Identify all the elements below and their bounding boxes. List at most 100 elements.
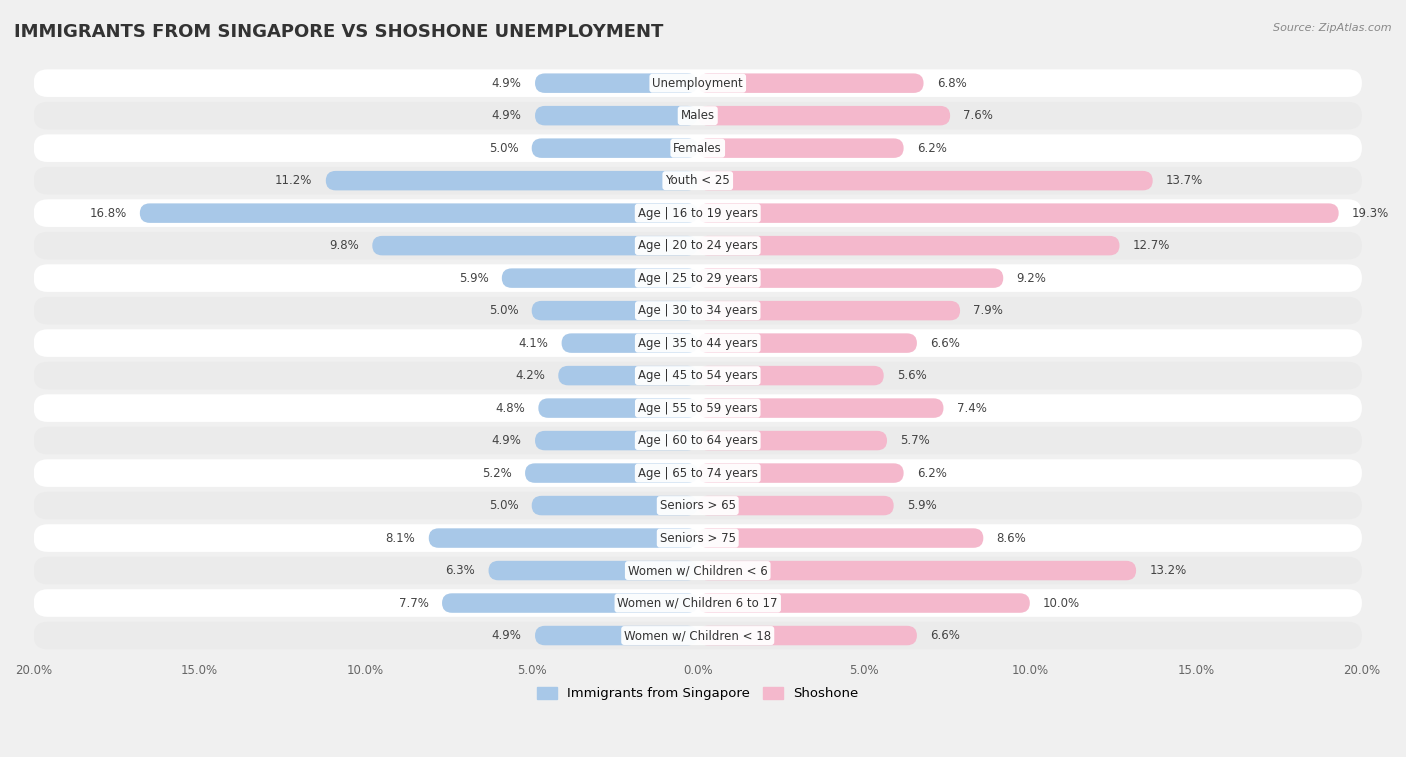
FancyBboxPatch shape (34, 589, 1362, 617)
FancyBboxPatch shape (536, 73, 697, 93)
Text: Unemployment: Unemployment (652, 76, 744, 89)
Text: 5.0%: 5.0% (489, 499, 519, 512)
FancyBboxPatch shape (488, 561, 697, 581)
Text: IMMIGRANTS FROM SINGAPORE VS SHOSHONE UNEMPLOYMENT: IMMIGRANTS FROM SINGAPORE VS SHOSHONE UN… (14, 23, 664, 41)
FancyBboxPatch shape (697, 496, 894, 516)
FancyBboxPatch shape (34, 621, 1362, 650)
Text: 4.9%: 4.9% (492, 629, 522, 642)
FancyBboxPatch shape (34, 492, 1362, 519)
Text: 6.8%: 6.8% (936, 76, 966, 89)
Text: Males: Males (681, 109, 714, 122)
FancyBboxPatch shape (139, 204, 697, 223)
Text: 5.0%: 5.0% (489, 142, 519, 154)
FancyBboxPatch shape (697, 269, 1004, 288)
FancyBboxPatch shape (34, 232, 1362, 260)
Text: Age | 45 to 54 years: Age | 45 to 54 years (638, 369, 758, 382)
Text: Age | 30 to 34 years: Age | 30 to 34 years (638, 304, 758, 317)
FancyBboxPatch shape (34, 427, 1362, 454)
Text: 4.1%: 4.1% (519, 337, 548, 350)
FancyBboxPatch shape (697, 139, 904, 158)
Text: Women w/ Children < 6: Women w/ Children < 6 (628, 564, 768, 577)
Text: 19.3%: 19.3% (1353, 207, 1389, 220)
FancyBboxPatch shape (34, 394, 1362, 422)
Text: Women w/ Children 6 to 17: Women w/ Children 6 to 17 (617, 597, 778, 609)
FancyBboxPatch shape (441, 593, 697, 613)
Text: 5.6%: 5.6% (897, 369, 927, 382)
FancyBboxPatch shape (34, 199, 1362, 227)
Text: 8.1%: 8.1% (385, 531, 415, 544)
Text: Source: ZipAtlas.com: Source: ZipAtlas.com (1274, 23, 1392, 33)
Text: 13.2%: 13.2% (1149, 564, 1187, 577)
FancyBboxPatch shape (531, 496, 697, 516)
Text: Seniors > 75: Seniors > 75 (659, 531, 735, 544)
FancyBboxPatch shape (34, 459, 1362, 487)
Text: 5.9%: 5.9% (907, 499, 936, 512)
FancyBboxPatch shape (34, 102, 1362, 129)
Legend: Immigrants from Singapore, Shoshone: Immigrants from Singapore, Shoshone (531, 681, 865, 706)
Text: Age | 16 to 19 years: Age | 16 to 19 years (638, 207, 758, 220)
Text: 5.7%: 5.7% (900, 434, 929, 447)
Text: 4.9%: 4.9% (492, 109, 522, 122)
FancyBboxPatch shape (697, 431, 887, 450)
Text: 5.9%: 5.9% (458, 272, 488, 285)
Text: Females: Females (673, 142, 723, 154)
Text: Age | 60 to 64 years: Age | 60 to 64 years (638, 434, 758, 447)
Text: 6.3%: 6.3% (446, 564, 475, 577)
FancyBboxPatch shape (34, 329, 1362, 357)
Text: 16.8%: 16.8% (90, 207, 127, 220)
FancyBboxPatch shape (34, 525, 1362, 552)
Text: 6.6%: 6.6% (931, 629, 960, 642)
FancyBboxPatch shape (502, 269, 697, 288)
FancyBboxPatch shape (34, 134, 1362, 162)
Text: 6.6%: 6.6% (931, 337, 960, 350)
Text: Women w/ Children < 18: Women w/ Children < 18 (624, 629, 772, 642)
Text: Age | 25 to 29 years: Age | 25 to 29 years (638, 272, 758, 285)
Text: 9.2%: 9.2% (1017, 272, 1046, 285)
FancyBboxPatch shape (429, 528, 697, 548)
FancyBboxPatch shape (531, 301, 697, 320)
FancyBboxPatch shape (697, 73, 924, 93)
Text: 7.6%: 7.6% (963, 109, 993, 122)
FancyBboxPatch shape (531, 139, 697, 158)
FancyBboxPatch shape (34, 167, 1362, 195)
Text: 11.2%: 11.2% (276, 174, 312, 187)
FancyBboxPatch shape (536, 626, 697, 645)
Text: 7.9%: 7.9% (973, 304, 1004, 317)
FancyBboxPatch shape (697, 171, 1153, 191)
FancyBboxPatch shape (34, 264, 1362, 292)
Text: 8.6%: 8.6% (997, 531, 1026, 544)
Text: Age | 55 to 59 years: Age | 55 to 59 years (638, 402, 758, 415)
Text: 12.7%: 12.7% (1133, 239, 1170, 252)
FancyBboxPatch shape (697, 398, 943, 418)
FancyBboxPatch shape (524, 463, 697, 483)
FancyBboxPatch shape (697, 236, 1119, 255)
Text: 7.4%: 7.4% (956, 402, 987, 415)
Text: 5.2%: 5.2% (482, 466, 512, 480)
FancyBboxPatch shape (697, 561, 1136, 581)
Text: 6.2%: 6.2% (917, 142, 946, 154)
Text: Age | 35 to 44 years: Age | 35 to 44 years (638, 337, 758, 350)
FancyBboxPatch shape (34, 70, 1362, 97)
FancyBboxPatch shape (697, 366, 884, 385)
FancyBboxPatch shape (538, 398, 697, 418)
FancyBboxPatch shape (697, 463, 904, 483)
FancyBboxPatch shape (34, 297, 1362, 325)
Text: 7.7%: 7.7% (399, 597, 429, 609)
Text: 4.2%: 4.2% (515, 369, 546, 382)
Text: 6.2%: 6.2% (917, 466, 946, 480)
Text: Seniors > 65: Seniors > 65 (659, 499, 735, 512)
FancyBboxPatch shape (697, 333, 917, 353)
FancyBboxPatch shape (536, 106, 697, 126)
FancyBboxPatch shape (536, 431, 697, 450)
FancyBboxPatch shape (697, 626, 917, 645)
Text: Age | 65 to 74 years: Age | 65 to 74 years (638, 466, 758, 480)
Text: 10.0%: 10.0% (1043, 597, 1080, 609)
Text: 4.8%: 4.8% (495, 402, 524, 415)
FancyBboxPatch shape (561, 333, 697, 353)
FancyBboxPatch shape (697, 204, 1339, 223)
Text: 9.8%: 9.8% (329, 239, 359, 252)
FancyBboxPatch shape (697, 528, 983, 548)
FancyBboxPatch shape (697, 106, 950, 126)
Text: 4.9%: 4.9% (492, 434, 522, 447)
Text: 13.7%: 13.7% (1166, 174, 1204, 187)
